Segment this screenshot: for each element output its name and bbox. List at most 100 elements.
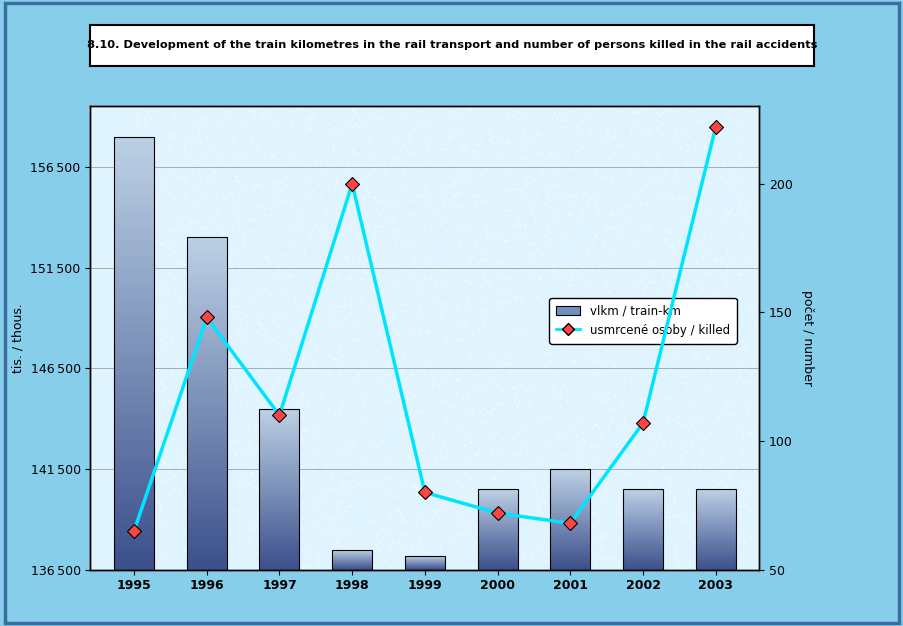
Point (405, 370, 419, 380)
Point (143, 335, 157, 345)
Point (272, 418, 286, 428)
Point (220, 214, 235, 224)
Point (592, 404, 607, 414)
Point (281, 347, 295, 357)
Bar (550, 527, 590, 528)
Point (356, 398, 370, 408)
Point (637, 180, 651, 190)
Point (359, 185, 374, 195)
Point (728, 462, 742, 472)
Point (470, 461, 484, 471)
Point (516, 341, 530, 351)
Point (303, 164, 317, 174)
Point (676, 281, 691, 291)
Point (742, 534, 757, 544)
Point (533, 259, 547, 269)
Point (643, 334, 657, 344)
Point (466, 190, 480, 200)
Point (608, 467, 622, 477)
Point (135, 305, 149, 316)
Point (257, 453, 272, 463)
Point (525, 264, 539, 274)
Point (371, 326, 386, 336)
Point (744, 369, 759, 379)
Point (171, 513, 185, 523)
Point (746, 236, 760, 246)
Point (731, 148, 745, 158)
Point (354, 167, 368, 177)
Point (419, 395, 433, 405)
Point (181, 148, 195, 158)
Point (144, 135, 159, 145)
Point (145, 115, 160, 125)
Point (341, 163, 356, 173)
Point (483, 135, 498, 145)
Point (623, 377, 638, 387)
Point (533, 274, 547, 284)
Point (287, 292, 302, 302)
Point (412, 472, 426, 482)
Point (578, 436, 592, 446)
Point (395, 265, 409, 275)
Point (355, 431, 369, 441)
Point (712, 172, 727, 182)
Point (195, 356, 209, 366)
Point (685, 464, 700, 475)
Bar (695, 521, 735, 522)
Point (169, 561, 183, 571)
Point (199, 389, 213, 399)
Point (525, 471, 539, 481)
Bar (695, 528, 735, 530)
Bar (550, 498, 590, 499)
Point (315, 168, 330, 178)
Point (306, 394, 321, 404)
Point (545, 260, 559, 270)
Point (751, 178, 766, 188)
Point (717, 304, 731, 314)
Point (503, 365, 517, 375)
Point (144, 411, 158, 421)
Point (422, 394, 436, 404)
Point (265, 336, 280, 346)
Point (127, 297, 142, 307)
Bar (187, 549, 227, 553)
Point (658, 345, 673, 355)
Point (360, 439, 375, 449)
Point (657, 431, 672, 441)
Point (431, 436, 445, 446)
Point (672, 457, 686, 467)
Point (678, 146, 693, 156)
Bar (695, 531, 735, 532)
Bar (550, 488, 590, 489)
Point (433, 136, 448, 146)
Point (508, 401, 523, 411)
Bar (259, 531, 299, 533)
Point (709, 198, 723, 208)
Point (535, 165, 549, 175)
Point (433, 267, 447, 277)
Point (560, 551, 574, 561)
Point (284, 201, 298, 211)
Point (190, 229, 204, 239)
Bar (259, 555, 299, 558)
Point (471, 533, 486, 543)
Point (179, 284, 193, 294)
Point (618, 542, 632, 552)
Point (524, 257, 538, 267)
Point (671, 303, 685, 313)
Bar (259, 451, 299, 453)
Point (638, 562, 652, 572)
Point (188, 558, 202, 568)
Point (161, 239, 175, 249)
Point (300, 553, 314, 563)
Point (278, 150, 293, 160)
Bar (114, 163, 154, 169)
Point (229, 156, 244, 167)
Point (600, 345, 614, 355)
Bar (695, 561, 735, 562)
Point (746, 240, 760, 250)
Point (264, 204, 278, 214)
Point (162, 459, 176, 469)
Point (171, 410, 185, 420)
Point (517, 180, 532, 190)
